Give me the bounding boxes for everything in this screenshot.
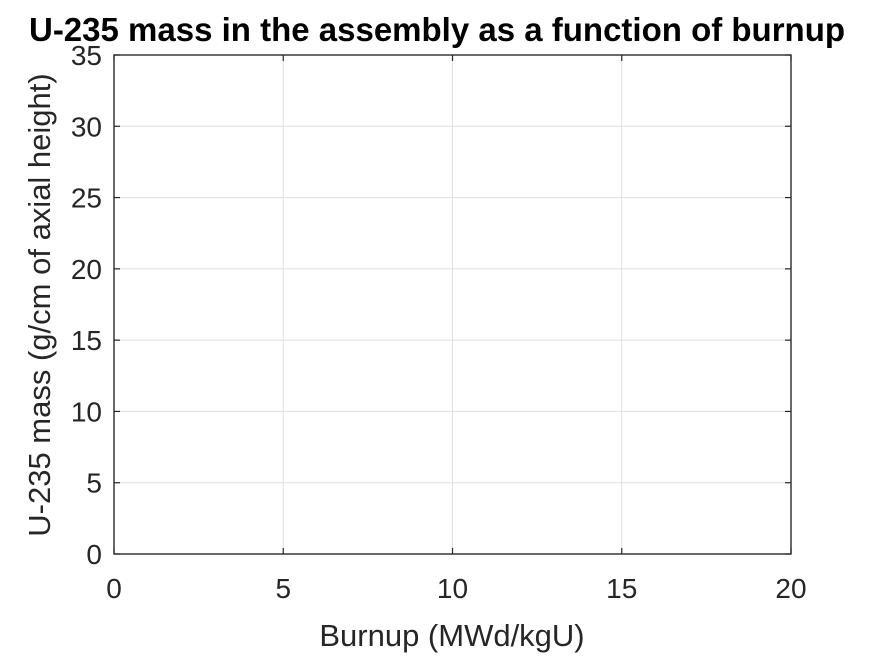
x-tick-label: 0 (106, 573, 122, 604)
x-tick-label: 15 (606, 573, 637, 604)
x-tick-label: 10 (437, 573, 468, 604)
y-tick-label: 10 (71, 396, 102, 427)
x-tick-labels: 0 5 10 15 20 (106, 573, 806, 604)
y-tick-label: 25 (71, 183, 102, 214)
y-tick-label: 30 (71, 111, 102, 142)
y-axis-label: U-235 mass (g/cm of axial height) (22, 73, 57, 536)
chart-title: U-235 mass in the assembly as a function… (29, 11, 845, 48)
x-tick-label: 5 (275, 573, 291, 604)
x-tick-label: 20 (775, 573, 806, 604)
plot-frame (113, 54, 792, 555)
y-tick-label: 20 (71, 254, 102, 285)
y-tick-label: 0 (86, 539, 102, 570)
y-tick-label: 5 (86, 468, 102, 499)
x-axis-label: Burnup (MWd/kgU) (319, 618, 584, 653)
y-tick-label: 15 (71, 325, 102, 356)
y-tick-label: 35 (71, 40, 102, 71)
y-tick-labels: 0 5 10 15 20 25 30 35 (71, 40, 102, 570)
